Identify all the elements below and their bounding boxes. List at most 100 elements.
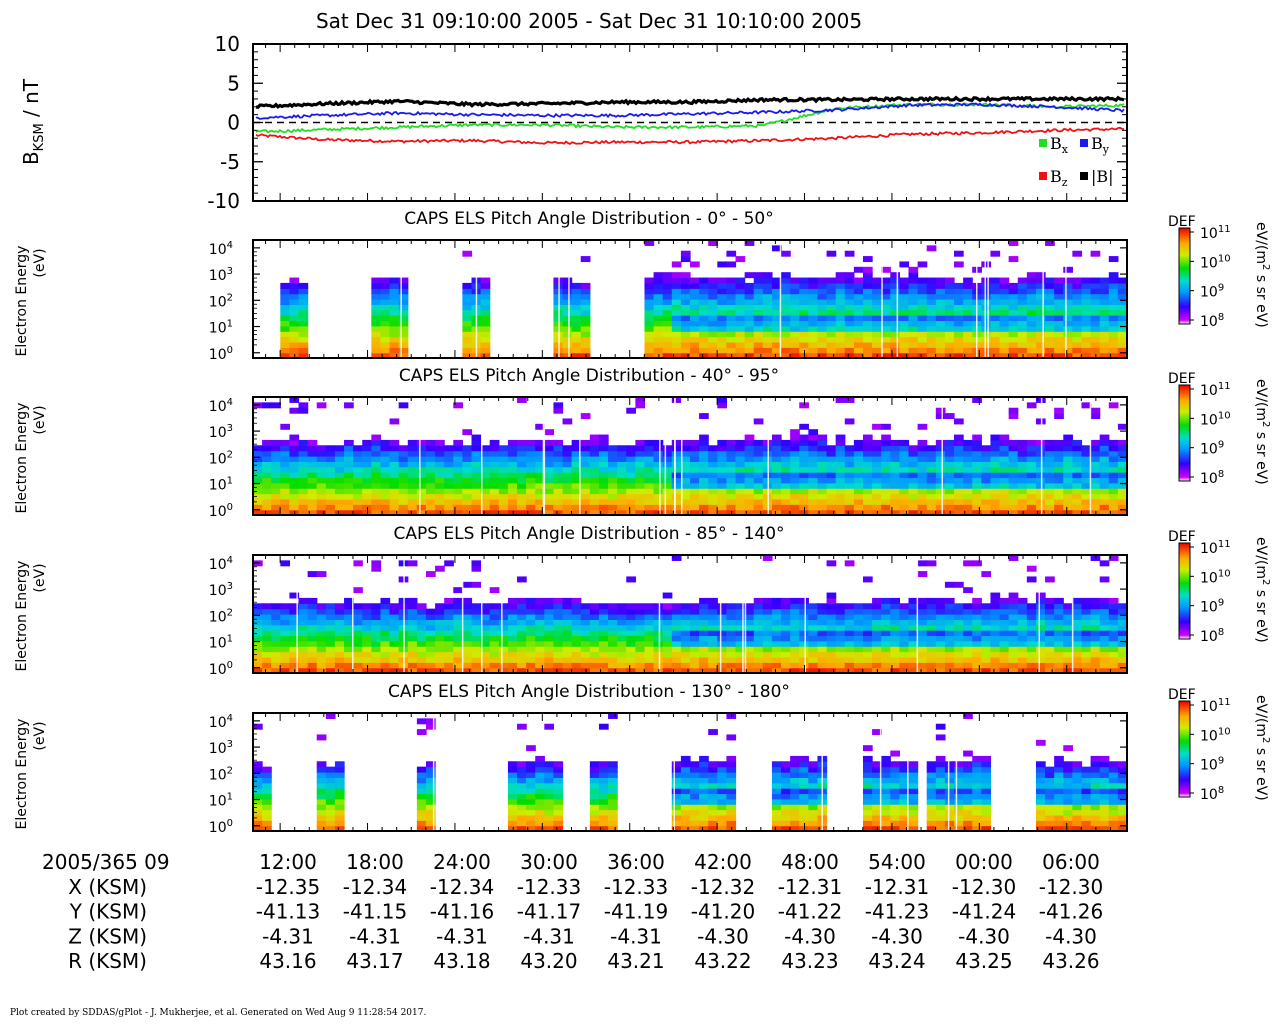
spectrogram-cell xyxy=(1108,656,1119,663)
spectrogram-cell xyxy=(781,825,791,832)
spectrogram-cell xyxy=(908,788,919,795)
spectrogram-cell xyxy=(908,488,919,495)
spectrogram-cell xyxy=(890,288,900,295)
spectrogram-data-gap xyxy=(579,397,581,515)
spectrogram-cell xyxy=(1017,482,1028,489)
spectrogram-cell xyxy=(699,782,709,789)
spectrogram-cell xyxy=(844,325,855,332)
spectrogram-cell xyxy=(671,635,682,642)
spectrogram-cell xyxy=(808,504,819,511)
spectrogram-cell xyxy=(1008,555,1019,561)
spectrogram-cell xyxy=(853,288,864,295)
spectrogram-cell xyxy=(462,315,473,322)
spectrogram-cell xyxy=(699,619,709,626)
spectrogram-cell xyxy=(844,482,855,489)
spectrogram-cell xyxy=(608,640,618,647)
spectrogram-cell xyxy=(635,640,646,647)
spectrogram-cell xyxy=(690,482,700,489)
spectrogram-cell xyxy=(771,825,782,832)
spectrogram-cell xyxy=(680,450,691,457)
spectrogram-cell xyxy=(471,630,482,637)
spectrogram-cell xyxy=(717,288,728,295)
spectrogram-cell xyxy=(580,293,591,300)
spectrogram-cell xyxy=(726,766,737,773)
spectrogram-cell xyxy=(298,667,309,674)
spectrogram-cell xyxy=(808,630,819,637)
spectrogram-cell xyxy=(890,461,900,468)
spectrogram-cell xyxy=(1099,461,1110,468)
spectrogram-cell xyxy=(690,498,700,505)
spectrogram-cell xyxy=(626,509,636,516)
spectrogram-cell xyxy=(471,635,482,642)
spectrogram-cell xyxy=(908,325,919,332)
spectrogram-cell xyxy=(1099,445,1110,452)
spectrogram-cell xyxy=(635,630,646,637)
spectrogram-cell xyxy=(1099,576,1110,583)
spectrogram-cell xyxy=(781,597,791,604)
spectrogram-cell xyxy=(981,456,992,462)
spectrogram-cell xyxy=(325,662,336,669)
spectrogram-cell xyxy=(1008,288,1019,295)
spectrogram-cell xyxy=(653,288,664,295)
spectrogram-cell xyxy=(489,439,500,446)
spectrogram-cell xyxy=(717,445,728,452)
spectrogram-cell xyxy=(325,804,336,811)
spectrogram-cell xyxy=(1017,624,1028,631)
spectrogram-cell xyxy=(635,608,646,615)
spectrogram-cell xyxy=(799,304,809,311)
spectrogram-cell xyxy=(817,640,828,647)
spectrogram-data-gap xyxy=(881,240,883,358)
spectrogram-cell xyxy=(899,793,910,800)
spectrogram-cell xyxy=(853,614,864,620)
spectrogram-cell xyxy=(799,331,809,338)
spectrogram-cell xyxy=(553,788,564,795)
spectrogram-cell xyxy=(407,614,418,620)
spectrogram-cell xyxy=(771,630,782,637)
spectrogram-cell xyxy=(753,272,764,279)
spectrogram-cell xyxy=(398,472,409,479)
spectrogram-cell xyxy=(262,635,272,642)
spectrogram-cell xyxy=(1081,282,1092,289)
spectrogram-cell xyxy=(790,304,800,311)
spectrogram-cell xyxy=(471,504,482,511)
mag-series-bz xyxy=(255,126,1125,146)
spectrogram-cell xyxy=(635,402,646,409)
spectrogram-cell xyxy=(1054,352,1064,359)
spectrogram-cell xyxy=(1090,482,1101,489)
spectrogram-cell xyxy=(435,498,445,505)
spectrogram-cell xyxy=(708,488,718,495)
spectrogram-cell xyxy=(999,434,1010,441)
spectrogram-cell xyxy=(553,814,564,821)
spectrogram-cell xyxy=(526,745,536,752)
spectrogram-cell xyxy=(699,662,709,669)
spectrogram-cell xyxy=(553,667,564,674)
spectrogram-cell xyxy=(808,614,819,620)
spectrogram-cell xyxy=(699,820,709,827)
spectrogram-cell xyxy=(389,277,400,284)
spectrogram-cell xyxy=(963,445,973,452)
spectrogram-cell xyxy=(471,461,482,468)
spectrogram-cell xyxy=(954,640,964,647)
spectrogram-cell xyxy=(544,509,555,516)
colorbar xyxy=(1178,227,1191,325)
spectrogram-cell xyxy=(990,336,1001,343)
spectrogram-cell xyxy=(362,482,372,489)
spectrogram-cell xyxy=(316,498,327,505)
spectrogram-cell xyxy=(1045,482,1055,489)
spectrogram-panel: CAPS ELS Pitch Angle Distribution - 0° -… xyxy=(14,209,1271,363)
spectrogram-cell xyxy=(553,352,564,359)
spectrogram-cell xyxy=(899,450,910,457)
spectrogram-cell xyxy=(999,640,1010,647)
spectrogram-cell xyxy=(407,466,418,473)
spectrogram-cell xyxy=(1017,341,1028,348)
spectrogram-cell xyxy=(917,635,928,642)
spectrogram-cell xyxy=(653,504,664,511)
spectrogram-cell xyxy=(1054,304,1064,311)
spectrogram-cell xyxy=(781,804,791,811)
spectrogram-cell xyxy=(935,461,946,468)
spectrogram-cell xyxy=(662,498,673,505)
spectrogram-cell xyxy=(644,472,655,479)
spectrogram-cell xyxy=(316,624,327,631)
mag-legend: Bx By Bz |B| xyxy=(1039,134,1114,189)
spectrogram-cell xyxy=(762,619,773,626)
